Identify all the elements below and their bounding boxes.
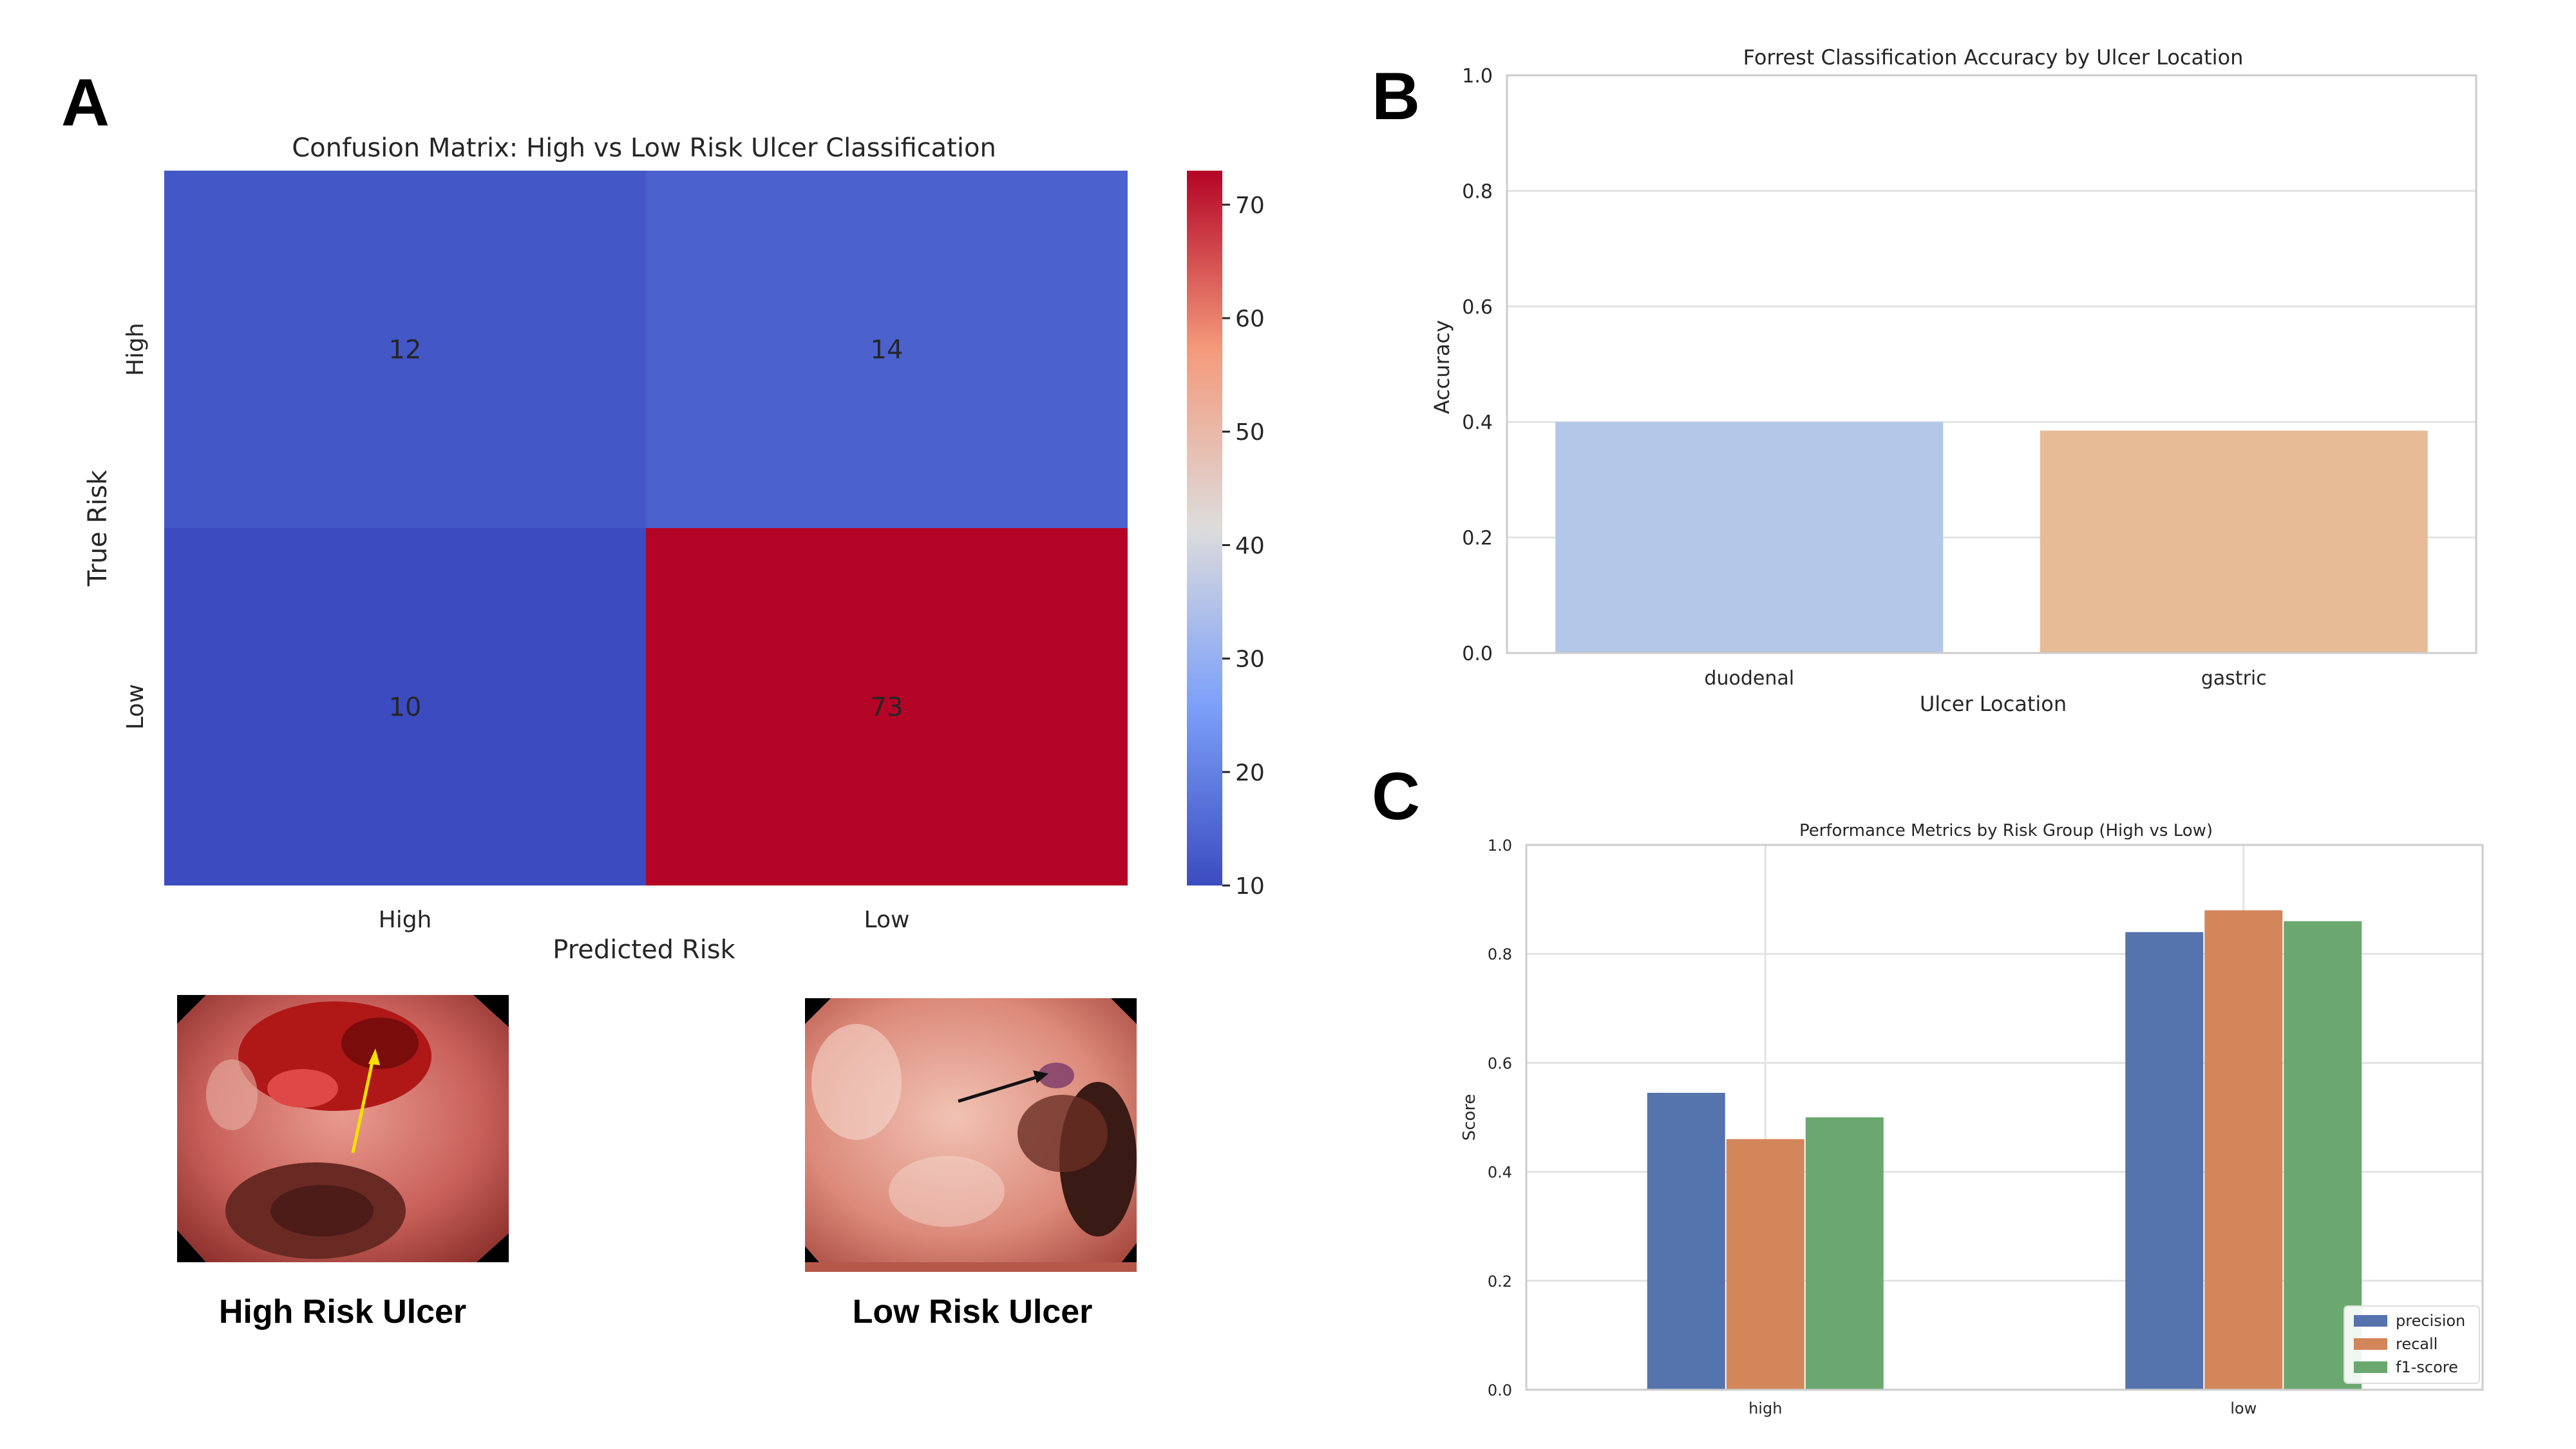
metrics-bar-recall <box>1726 1139 1804 1390</box>
accuracy-y-tick-label: 0.2 <box>1462 527 1493 550</box>
low-risk-ulcer-image <box>805 998 1137 1272</box>
legend-swatch <box>2354 1315 2387 1327</box>
heatmap-cell-label: 73 <box>871 693 904 723</box>
metrics-bar-precision <box>2125 932 2204 1390</box>
colorbar-tick-label: 20 <box>1235 760 1265 786</box>
colorbar-tick-label: 60 <box>1235 306 1265 332</box>
heatmap-x-tick-label: Low <box>864 907 910 933</box>
accuracy-by-location-chart: Forrest Classification Accuracy by Ulcer… <box>1430 45 2477 716</box>
accuracy-x-tick-label: duodenal <box>1704 667 1794 690</box>
accuracy-y-tick-label: 0.4 <box>1462 412 1493 434</box>
accuracy-chart-frame <box>1506 74 2477 654</box>
metrics-chart-frame <box>1525 844 2484 1391</box>
accuracy-bar <box>1555 422 1944 653</box>
high-risk-arrow <box>351 1056 375 1153</box>
heatmap-x-axis-label: Predicted Risk <box>553 935 735 965</box>
colorbar-tick-label: 10 <box>1235 873 1265 900</box>
heatmap-cell-label: 14 <box>871 336 904 365</box>
heatmap-x-tick-label: High <box>379 907 432 933</box>
heatmap-y-tick-label: High <box>122 323 149 376</box>
metrics-bar-f1-score <box>1805 1117 1884 1390</box>
metrics-y-tick-label: 0.4 <box>1488 1164 1512 1182</box>
legend-label: f1-score <box>2396 1358 2458 1376</box>
accuracy-chart-title: Forrest Classification Accuracy by Ulcer… <box>1743 45 2244 70</box>
high-risk-ulcer-image <box>177 995 509 1262</box>
metrics-chart-y-axis-label: Score <box>1460 1094 1479 1141</box>
legend-label: precision <box>2396 1312 2465 1330</box>
high-risk-arrow-head <box>368 1048 380 1065</box>
panel-letter-c: C <box>1372 759 1420 834</box>
accuracy-y-tick-label: 0.8 <box>1462 180 1493 203</box>
legend-swatch <box>2354 1338 2387 1350</box>
accuracy-bar <box>2040 430 2428 653</box>
colorbar-tick-label: 30 <box>1235 647 1265 673</box>
low-risk-arrow-head <box>1033 1070 1048 1083</box>
metrics-y-tick-label: 0.6 <box>1488 1054 1512 1072</box>
heatmap-cell <box>164 171 646 528</box>
accuracy-chart-x-axis-label: Ulcer Location <box>1920 692 2067 716</box>
accuracy-x-tick-label: gastric <box>2201 667 2267 690</box>
performance-metrics-chart: Performance Metrics by Risk Group (High … <box>1460 821 2484 1417</box>
metrics-bar-precision <box>1647 1092 1725 1390</box>
metrics-legend: precision recall f1-score <box>2344 1305 2480 1384</box>
legend-swatch <box>2354 1361 2387 1373</box>
colorbar-tick-label: 50 <box>1235 419 1265 446</box>
heatmap-cell-label: 10 <box>389 693 422 723</box>
metrics-y-tick-label: 1.0 <box>1488 837 1512 855</box>
accuracy-y-tick-label: 1.0 <box>1462 65 1493 88</box>
legend-label: recall <box>2396 1335 2438 1353</box>
heatmap-cell <box>646 171 1128 528</box>
metrics-y-tick-label: 0.0 <box>1488 1381 1512 1399</box>
heatmap-cell <box>164 528 646 886</box>
low-risk-ulcer-caption: Low Risk Ulcer <box>853 1293 1093 1331</box>
confusion-matrix-heatmap: Confusion Matrix: High vs Low Risk Ulcer… <box>83 133 1265 965</box>
high-risk-ulcer-caption: High Risk Ulcer <box>219 1293 466 1331</box>
heatmap-cell <box>646 528 1128 886</box>
accuracy-y-tick-label: 0.0 <box>1462 643 1493 665</box>
heatmap-title: Confusion Matrix: High vs Low Risk Ulcer… <box>292 133 996 163</box>
metrics-bar-recall <box>2204 910 2283 1390</box>
metrics-chart-title: Performance Metrics by Risk Group (High … <box>1799 821 2213 840</box>
metrics-x-tick-label: low <box>2230 1399 2257 1417</box>
heatmap-cell-label: 12 <box>389 336 422 365</box>
colorbar-tick-label: 40 <box>1235 533 1265 559</box>
panel-letter-a: A <box>61 66 109 140</box>
accuracy-chart-y-axis-label: Accuracy <box>1430 320 1454 414</box>
low-risk-arrow <box>958 1075 1039 1103</box>
metrics-x-tick-label: high <box>1748 1399 1782 1417</box>
heatmap-y-tick-label: Low <box>122 684 149 730</box>
colorbar-tick-label: 70 <box>1235 193 1265 219</box>
heatmap-y-axis-label: True Risk <box>83 469 113 587</box>
metrics-y-tick-label: 0.8 <box>1488 945 1512 963</box>
accuracy-y-tick-label: 0.6 <box>1462 296 1493 319</box>
metrics-y-tick-label: 0.2 <box>1488 1273 1512 1291</box>
colorbar <box>1187 171 1222 886</box>
panel-letter-b: B <box>1372 59 1420 134</box>
